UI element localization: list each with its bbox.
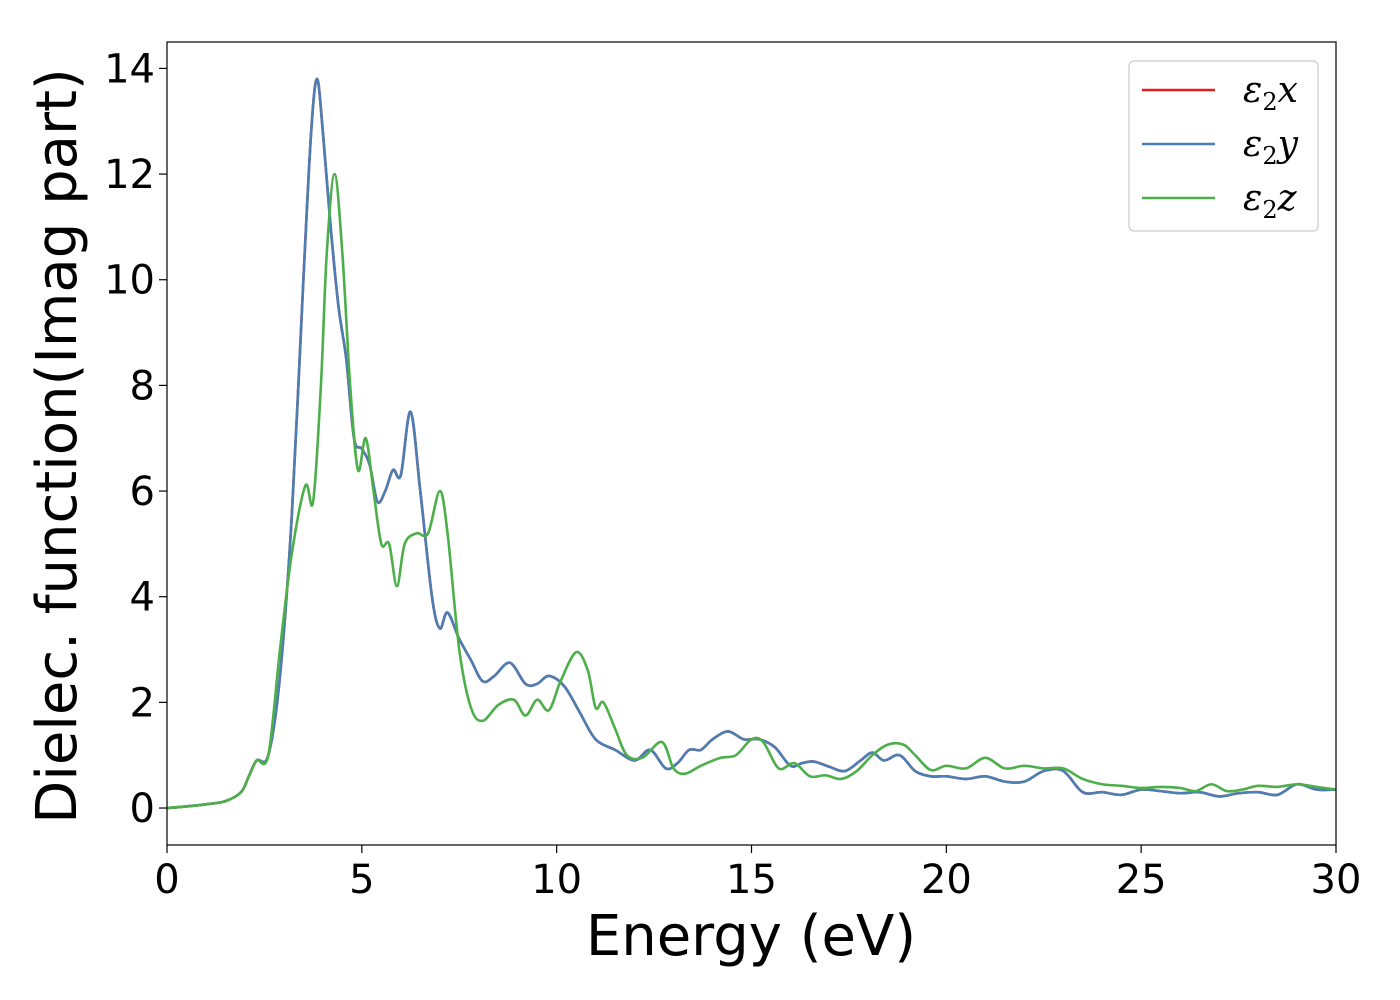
legend-box	[1128, 60, 1319, 232]
x-tick-label: 15	[726, 857, 777, 903]
x-tick-label: 20	[921, 857, 972, 903]
x-tick-label: 25	[1116, 857, 1167, 903]
x-tick-label: 10	[531, 857, 582, 903]
y-tick-label: 4	[130, 575, 155, 621]
series-line-z	[167, 172, 1336, 810]
series-line-y	[167, 77, 1336, 810]
x-axis-label: Energy (eV)	[586, 904, 916, 969]
y-tick-label: 12	[104, 152, 155, 198]
y-tick-label: 8	[130, 363, 155, 409]
y-tick-label: 10	[104, 258, 155, 304]
legend: ε2x ε2y ε2z	[1128, 60, 1319, 232]
legend-label-x: ε2x	[1243, 70, 1298, 116]
y-tick-label: 2	[130, 680, 155, 726]
y-tick-label: 0	[130, 786, 155, 832]
legend-label-y: ε2y	[1243, 124, 1299, 170]
y-tick-label: 14	[104, 46, 155, 92]
x-tick-label: 30	[1311, 857, 1362, 903]
x-tick-label: 5	[349, 857, 374, 903]
y-tick-label: 6	[130, 469, 155, 515]
series-layer	[167, 77, 1336, 810]
y-axis-label: Dielec. function(Imag part)	[25, 68, 90, 824]
axis-ticks: 0 5 10 15 20 25 30 0 2 4 6 8 10 12 14	[104, 46, 1361, 903]
legend-label-z: ε2z	[1243, 178, 1298, 224]
x-tick-label: 0	[154, 857, 179, 903]
